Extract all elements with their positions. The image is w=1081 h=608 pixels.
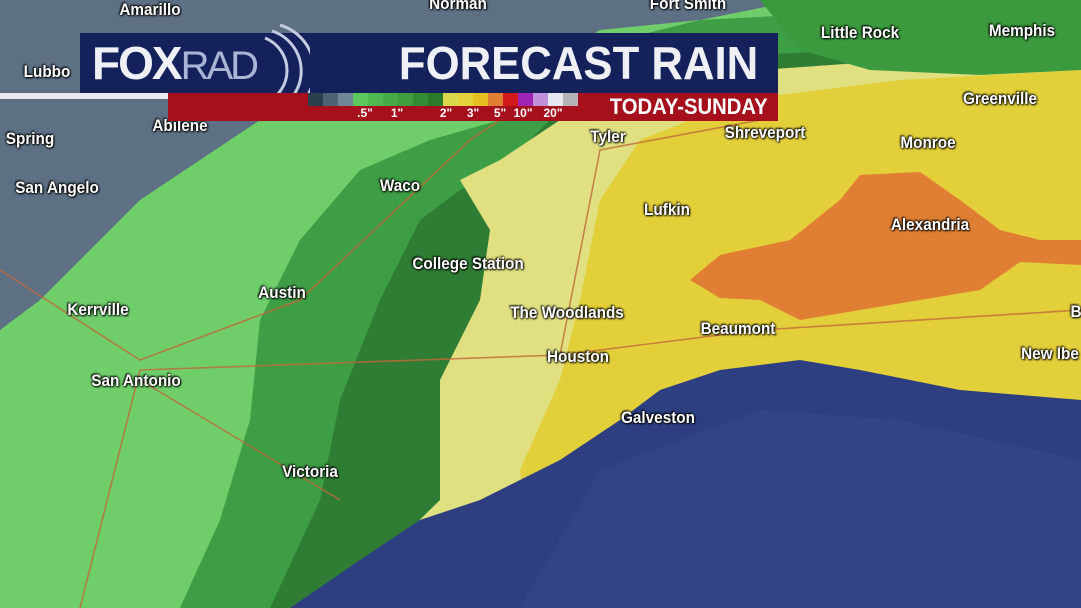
legend-swatch — [413, 93, 428, 106]
legend-swatch — [338, 93, 353, 106]
city-label: Kerrville — [67, 300, 129, 319]
city-label: Amarillo — [119, 0, 181, 19]
banner-accent-strip — [0, 93, 168, 99]
city-label: Memphis — [988, 21, 1056, 40]
city-label: Fort Smith — [649, 0, 727, 13]
city-label: Greenville — [963, 89, 1037, 108]
city-label: New Ibe — [1021, 344, 1079, 363]
legend-label: 2" — [439, 106, 453, 120]
legend-swatch — [548, 93, 563, 106]
city-label: Houston — [546, 347, 610, 366]
city-label: Beaumont — [700, 319, 776, 338]
legend-swatch — [518, 93, 533, 106]
forecast-period: TODAY-SUNDAY — [610, 94, 768, 119]
city-label: San Antonio — [91, 371, 181, 390]
green-top-region — [760, 0, 1081, 75]
legend-label: .5" — [357, 106, 373, 120]
legend-swatch — [428, 93, 443, 106]
city-label: Spring — [5, 129, 55, 148]
legend-label: 10" — [513, 106, 533, 120]
gulf-texture — [520, 410, 1081, 608]
foxrad-logo: FOXRAD — [92, 37, 259, 90]
city-label: Galveston — [621, 408, 695, 427]
legend-swatch — [563, 93, 578, 106]
legend-swatch — [488, 93, 503, 106]
city-label: San Angelo — [15, 178, 99, 197]
city-label: Tyler — [590, 127, 626, 146]
city-label: The Woodlands — [510, 303, 624, 322]
legend-label: 1" — [390, 106, 404, 120]
legend-swatch — [368, 93, 383, 106]
legend-swatch — [473, 93, 488, 106]
legend-swatch — [383, 93, 398, 106]
legend-swatch — [503, 93, 518, 106]
legend-label: 20" — [543, 106, 563, 120]
legend-swatch — [458, 93, 473, 106]
rain-scale-labels: .5" 1" 2" 3" 5" 10" 20" — [308, 106, 578, 120]
city-label: Lubbo — [23, 62, 71, 81]
rain-scale — [308, 93, 578, 106]
legend-swatch — [398, 93, 413, 106]
logo-rad-text: RAD — [180, 44, 259, 88]
city-label: Shreveport — [724, 123, 806, 142]
legend-label: 5" — [493, 106, 507, 120]
city-label: Little Rock — [820, 23, 900, 42]
legend-swatch — [443, 93, 458, 106]
legend-swatch — [323, 93, 338, 106]
title-banner: FOXRAD FORECAST RAIN — [80, 23, 778, 113]
city-label: Lufkin — [644, 200, 690, 219]
orange-region — [690, 172, 1081, 320]
city-label: Victoria — [282, 462, 338, 481]
page-title: FORECAST RAIN — [398, 37, 758, 89]
legend-swatch — [308, 93, 323, 106]
legend-bar: .5" 1" 2" 3" 5" 10" 20" TODAY-SUNDAY — [168, 93, 778, 121]
city-label: Monroe — [900, 133, 956, 152]
legend-swatch — [533, 93, 548, 106]
legend-swatch — [353, 93, 368, 106]
city-label: Alexandria — [890, 215, 970, 234]
legend-label: 3" — [466, 106, 480, 120]
city-label: Norman — [429, 0, 487, 13]
logo-fox-text: FOX — [92, 37, 183, 89]
city-label: College Station — [412, 254, 524, 273]
city-label: Austin — [258, 283, 306, 302]
city-label: B — [1070, 302, 1081, 321]
city-label: Waco — [379, 176, 421, 195]
